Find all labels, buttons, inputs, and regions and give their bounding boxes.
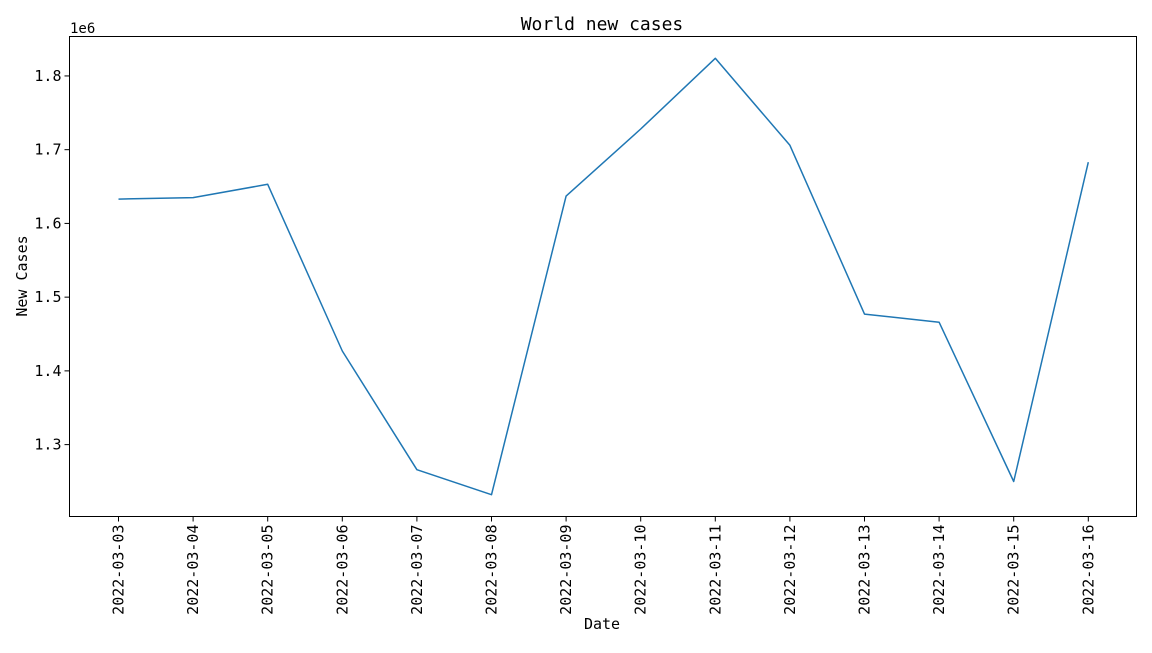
x-tick-label: 2022-03-15 [1005,525,1023,615]
chart-title: World new cases [521,14,684,35]
y-tick-label: 1.8 [34,67,61,85]
x-axis-label: Date [584,615,620,633]
y-tick-label: 1.7 [34,141,61,159]
y-offset-label: 1e6 [70,21,95,37]
x-tick-label: 2022-03-13 [856,525,874,615]
x-tick-label: 2022-03-10 [632,525,650,615]
series-layer [118,57,1090,496]
x-tick-label: 2022-03-08 [483,525,501,615]
x-tick-label: 2022-03-05 [259,525,277,615]
plot-area [69,36,1137,517]
y-axis-label: New Cases [13,235,31,316]
y-axis: 1.3 1.4 1.5 1.6 1.7 1.8 [34,67,70,454]
y-tick-label: 1.3 [34,436,61,454]
y-tick-label: 1.4 [34,362,61,380]
series-line [118,57,1090,496]
x-tick-label: 2022-03-07 [408,525,426,615]
x-tick-label: 2022-03-16 [1079,525,1097,615]
x-tick-label: 2022-03-11 [706,525,724,615]
x-axis: 2022-03-03 2022-03-04 2022-03-05 2022-03-06… [110,516,1097,615]
x-tick-label: 2022-03-14 [930,525,948,615]
x-tick-label: 2022-03-12 [781,525,799,615]
x-tick-label: 2022-03-03 [110,525,128,615]
x-tick-label: 2022-03-04 [184,525,202,615]
x-tick-label: 2022-03-06 [333,525,351,615]
x-tick-label: 2022-03-09 [557,525,575,615]
y-tick-label: 1.5 [34,288,61,306]
y-tick-label: 1.6 [34,214,61,232]
